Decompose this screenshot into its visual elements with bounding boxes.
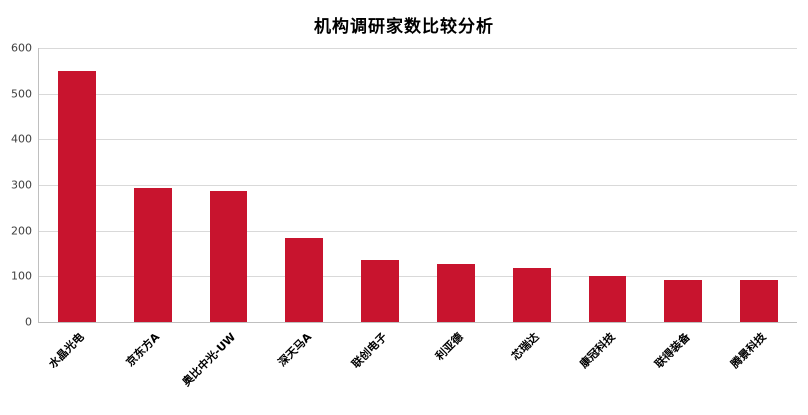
- bar: [436, 263, 475, 322]
- category-label: 康冠科技: [576, 330, 618, 371]
- bar: [133, 188, 172, 322]
- category-label: 深天马A: [275, 330, 314, 369]
- gridline: [39, 139, 797, 141]
- bar-slot: [342, 48, 418, 322]
- bar-slot: [39, 48, 115, 322]
- bar: [740, 280, 779, 322]
- plot-area: [38, 48, 797, 323]
- bar: [512, 267, 551, 322]
- bar: [588, 276, 627, 322]
- y-tick-label: 0: [25, 315, 32, 329]
- gridline: [39, 185, 797, 186]
- bar-slot: [191, 48, 267, 322]
- y-tick-label: 400: [11, 132, 32, 146]
- bars-container: [39, 48, 797, 322]
- category-label: 腾景科技: [728, 330, 769, 371]
- category-label: 水晶光电: [46, 330, 87, 371]
- bar-slot: [570, 48, 646, 322]
- y-tick-label: 200: [11, 224, 32, 238]
- bar-slot: [645, 48, 721, 322]
- bar-slot: [418, 48, 494, 322]
- bar: [361, 260, 400, 322]
- y-tick-label: 100: [11, 269, 32, 283]
- gridline: [39, 93, 797, 95]
- x-axis-labels: 水晶光电 京东方A 奥比中光-UW 深天马A 联创电子 利亚德 芯瑞达 康冠科技 联得装备 腾景科…: [38, 329, 796, 415]
- gridline: [39, 276, 797, 278]
- bar-slot: [115, 48, 191, 322]
- bar: [664, 280, 703, 322]
- gridline: [39, 230, 797, 232]
- category-label: 利亚德: [432, 330, 466, 363]
- y-tick-label: 600: [11, 41, 32, 55]
- bar: [57, 70, 96, 322]
- bar: [285, 237, 324, 322]
- category-label: 京东方A: [123, 330, 163, 369]
- category-label: 联创电子: [349, 330, 390, 371]
- gridline: [39, 48, 797, 49]
- category-label: 奥比中光-UW: [179, 330, 239, 389]
- y-tick-label: 300: [11, 178, 32, 192]
- category-label: 芯瑞达: [508, 330, 542, 363]
- y-tick-label: 500: [11, 87, 32, 101]
- category-label: 联得装备: [652, 330, 693, 371]
- bar-slot: [266, 48, 342, 322]
- bar-slot: [721, 48, 797, 322]
- chart-title: 机构调研家数比较分析: [314, 17, 494, 37]
- bar: [209, 190, 248, 322]
- y-axis: 0 100 200 300 400 500 600: [0, 42, 34, 329]
- bar-slot: [494, 48, 570, 322]
